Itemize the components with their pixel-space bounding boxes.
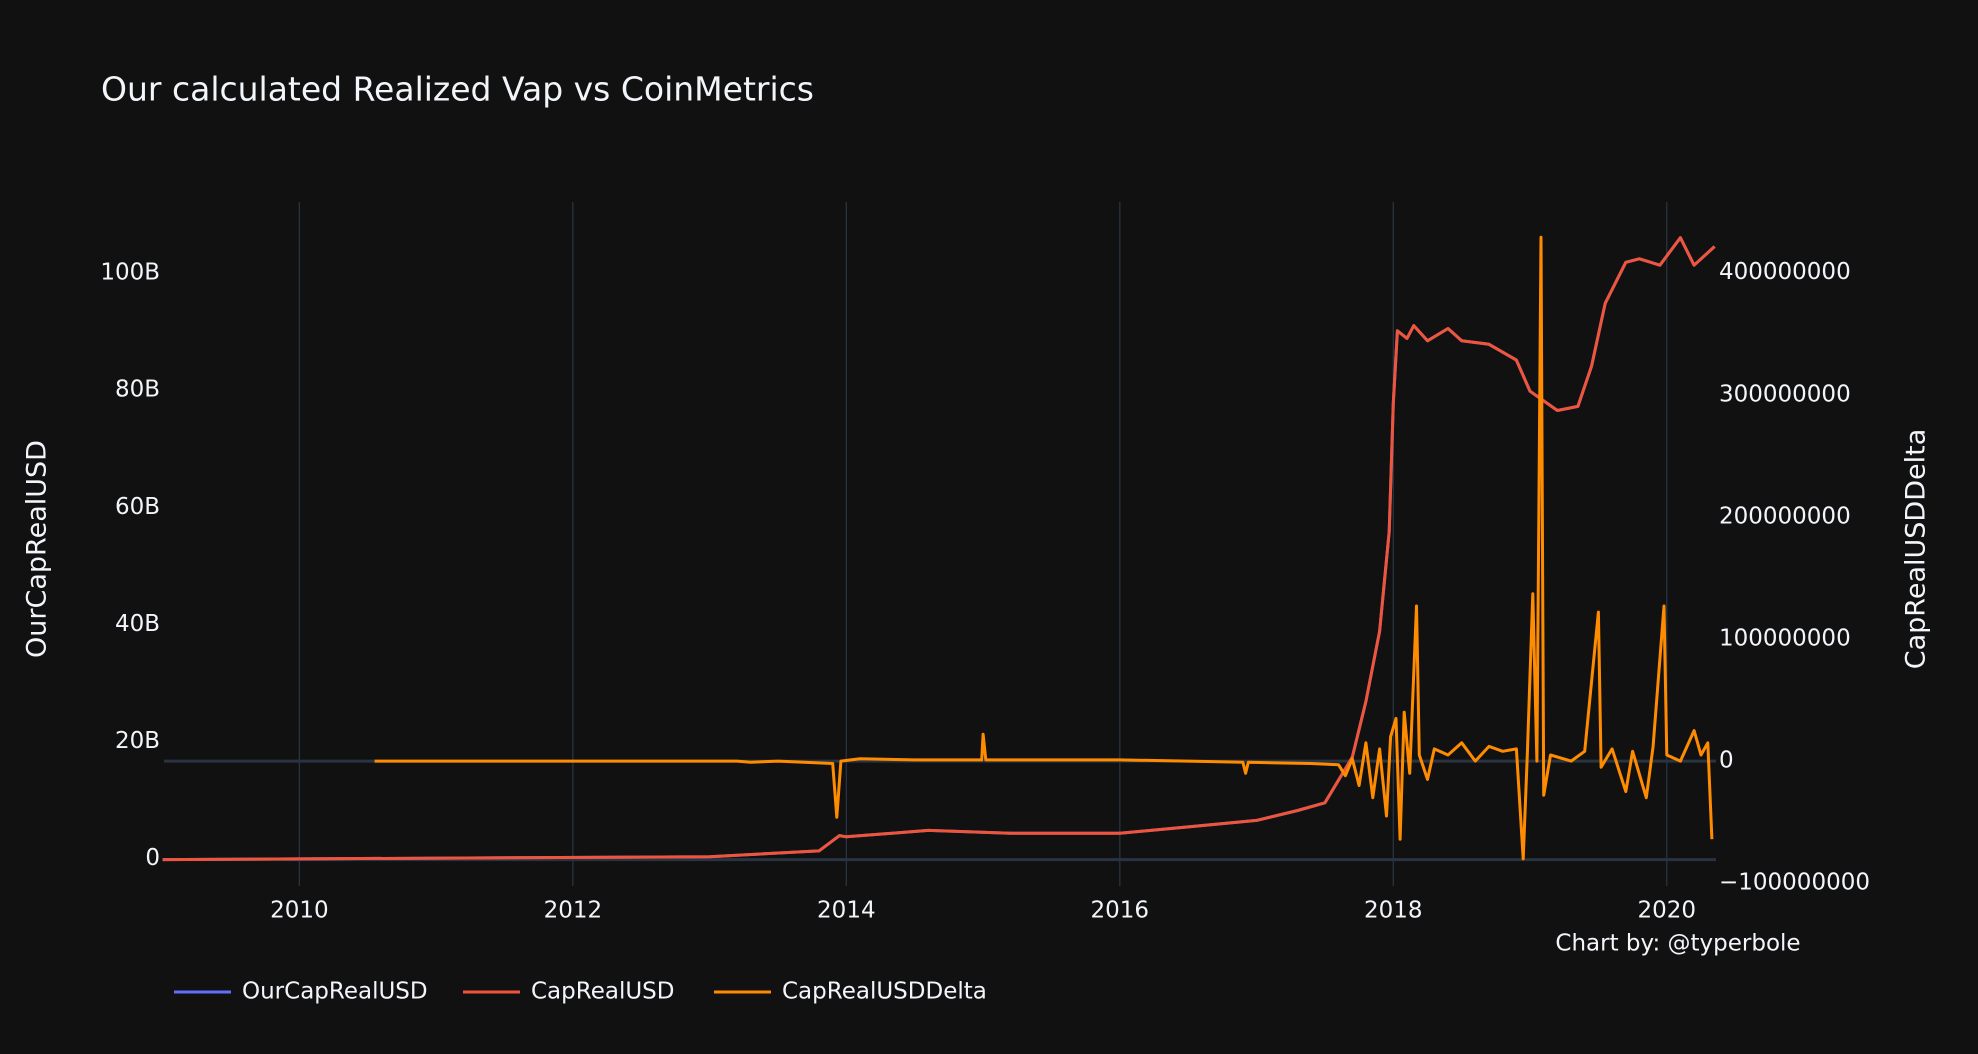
y2-tick-label: 0 xyxy=(1719,748,1734,774)
annotation: Chart by: @typerbole xyxy=(1555,931,1800,957)
y-tick-label: 20B xyxy=(115,728,160,754)
legend-label: CapRealUSD xyxy=(531,979,674,1005)
y-tick-label: 80B xyxy=(115,377,160,403)
y2-axis-title: CapRealUSDDelta xyxy=(1901,429,1932,669)
y-tick-label: 100B xyxy=(100,260,160,286)
x-tick-label: 2016 xyxy=(1091,898,1150,924)
x-tick-label: 2012 xyxy=(544,898,603,924)
y-tick-label: 60B xyxy=(115,494,160,520)
y2-tick-label: 400000000 xyxy=(1719,259,1851,285)
y-axis-title: OurCapRealUSD xyxy=(22,440,53,658)
y2-tick-label: 200000000 xyxy=(1719,503,1851,529)
chart-title: Our calculated Realized Vap vs CoinMetri… xyxy=(101,70,814,109)
y-tick-label: 40B xyxy=(115,611,160,637)
y-tick-label: 0 xyxy=(145,845,160,871)
series-line xyxy=(162,236,1716,862)
legend-label: OurCapRealUSD xyxy=(242,979,428,1005)
legend-label: CapRealUSDDelta xyxy=(782,979,987,1005)
x-tick-label: 2018 xyxy=(1364,898,1423,924)
y2-tick-label: 300000000 xyxy=(1719,381,1851,407)
x-tick-label: 2014 xyxy=(817,898,876,924)
y2-tick-label: −100000000 xyxy=(1719,870,1870,896)
y2-tick-label: 100000000 xyxy=(1719,625,1851,651)
x-tick-label: 2010 xyxy=(270,898,329,924)
x-tick-label: 2020 xyxy=(1638,898,1697,924)
series-line xyxy=(374,235,1714,861)
